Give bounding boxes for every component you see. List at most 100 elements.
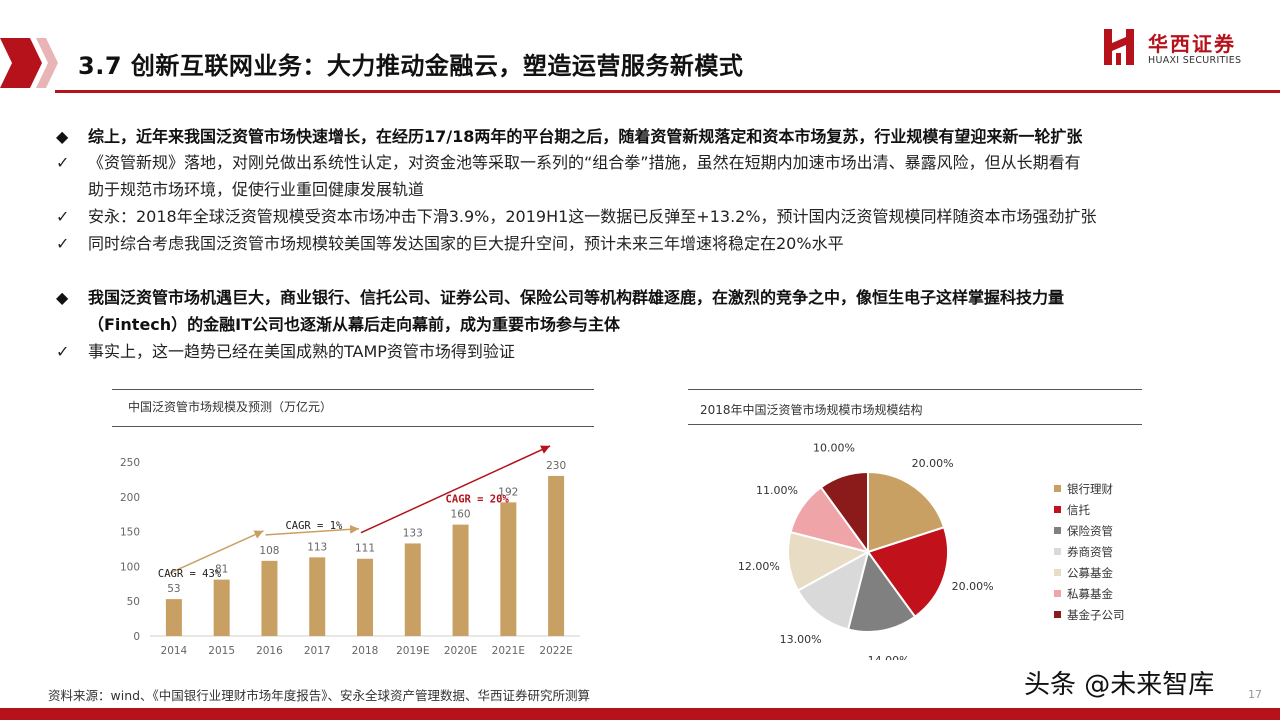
check-bullet-icon: ✓ xyxy=(56,153,70,172)
pie-slice xyxy=(867,470,946,554)
y-tick-label: 250 xyxy=(120,457,140,469)
check-bullet-icon: ✓ xyxy=(56,207,70,226)
pie-slice-label: 20.00% xyxy=(952,580,994,593)
pie-slice-label: 11.00% xyxy=(756,484,798,497)
page-number: 17 xyxy=(1248,688,1262,701)
pie-chart-title: 2018年中国泛资管市场规模市场规模结构 xyxy=(700,403,923,417)
footer-bar xyxy=(0,708,1280,720)
bullet-text: 同时综合考虑我国泛资管市场规模较美国等发达国家的巨大提升空间，预计未来三年增速将… xyxy=(88,234,844,253)
bar xyxy=(404,543,421,636)
pie-slice-label: 13.00% xyxy=(780,633,822,646)
pie-legend-item: 基金子公司 xyxy=(1054,607,1125,623)
bar xyxy=(309,557,326,636)
bar-data-label: 230 xyxy=(546,460,566,472)
pie-legend-item: 私募基金 xyxy=(1054,586,1113,602)
legend-swatch xyxy=(1054,590,1061,597)
bullet-text: 事实上，这一趋势已经在美国成熟的TAMP资管市场得到验证 xyxy=(88,342,515,361)
legend-swatch xyxy=(1054,485,1061,492)
bullet-text: （Fintech）的金融IT公司也逐渐从幕后走向幕前，成为重要市场参与主体 xyxy=(88,315,621,334)
x-tick-label: 2022E xyxy=(539,645,572,657)
page-title: 3.7 创新互联网业务：大力推动金融云，塑造运营服务新模式 xyxy=(78,52,744,80)
cagr-arrow xyxy=(265,524,360,536)
x-tick-label: 2015 xyxy=(208,645,235,657)
cagr-arrow xyxy=(169,530,264,574)
bullet-text: 我国泛资管市场机遇巨大，商业银行、信托公司、证券公司、保险公司等机构群雄逐鹿，在… xyxy=(88,288,1065,307)
bar-chart-top-rule xyxy=(112,389,594,390)
pie-chart: 20.00% 20.00% 14.00% 13.00% 12.00% 11.00% 10.0… xyxy=(738,441,994,660)
logo-text-cn: 华西证券 xyxy=(1148,32,1236,56)
bar-data-label: 133 xyxy=(403,527,423,539)
x-tick-label: 2016 xyxy=(256,645,283,657)
x-tick-label: 2018 xyxy=(352,645,379,657)
legend-label: 券商资管 xyxy=(1067,545,1113,559)
pie-legend-item: 信托 xyxy=(1054,502,1090,518)
bar-chart: 0 50 100 150 200 250 53 2014 81 2015 108 2016 113 201… xyxy=(120,445,580,657)
check-bullet-icon: ✓ xyxy=(56,234,70,253)
header-decoration xyxy=(0,38,58,88)
diamond-bullet-icon: ◆ xyxy=(56,288,69,307)
x-tick-label: 2017 xyxy=(304,645,331,657)
legend-label: 私募基金 xyxy=(1067,587,1113,601)
pie-chart-top-rule xyxy=(688,389,1142,390)
pie-legend-item: 公募基金 xyxy=(1054,565,1113,581)
bar-data-label: 53 xyxy=(167,583,180,595)
x-tick-label: 2014 xyxy=(161,645,188,657)
pie-legend-item: 券商资管 xyxy=(1054,544,1113,560)
bar xyxy=(452,524,469,636)
bar-data-label: 113 xyxy=(307,541,327,553)
bar-data-label: 192 xyxy=(498,486,518,498)
cagr-label: CAGR = 20% xyxy=(446,494,510,506)
cagr-label: CAGR = 43% xyxy=(158,568,222,580)
diamond-bullet-icon: ◆ xyxy=(56,127,69,146)
bar-data-label: 108 xyxy=(259,545,279,557)
watermark: 头条 @未来智库 xyxy=(1024,670,1215,700)
legend-label: 银行理财 xyxy=(1067,482,1113,496)
legend-label: 信托 xyxy=(1067,503,1090,517)
y-tick-label: 100 xyxy=(120,561,140,573)
y-tick-label: 50 xyxy=(127,596,140,608)
bullet-text: 《资管新规》落地，对刚兑做出系统性认定，对资金池等采取一系列的“组合拳”措施，虽… xyxy=(88,153,1081,172)
y-tick-label: 150 xyxy=(120,527,140,539)
bar-chart-title-rule xyxy=(112,426,594,427)
pie-legend-item: 银行理财 xyxy=(1054,481,1113,497)
pie-slice xyxy=(819,470,869,556)
pie-slice-label: 10.00% xyxy=(813,441,855,454)
bar-data-label: 111 xyxy=(355,543,375,555)
legend-swatch xyxy=(1054,506,1061,513)
x-tick-label: 2020E xyxy=(444,645,477,657)
bar xyxy=(261,560,278,636)
cagr-arrow xyxy=(360,445,551,534)
x-tick-label: 2019E xyxy=(396,645,429,657)
bullet-text: 安永：2018年全球泛资管规模受资本市场冲击下滑3.9%，2019H1这一数据已… xyxy=(88,207,1097,226)
bar xyxy=(357,558,373,636)
pie-chart-title-rule xyxy=(688,424,1142,425)
bar xyxy=(548,475,565,636)
pie-slice-label: 12.00% xyxy=(738,560,780,573)
header-rule xyxy=(55,90,1280,93)
y-tick-label: 200 xyxy=(120,492,140,504)
legend-label: 公募基金 xyxy=(1067,566,1113,580)
pie-slice-label: 20.00% xyxy=(912,457,954,470)
bar-chart-title: 中国泛资管市场规模及预测（万亿元） xyxy=(128,400,333,414)
pie-slice xyxy=(796,550,870,631)
cagr-label: CAGR = 1% xyxy=(285,520,343,532)
pie-slice xyxy=(866,526,949,619)
legend-label: 基金子公司 xyxy=(1067,608,1125,622)
bar xyxy=(500,502,517,636)
legend-swatch xyxy=(1054,569,1061,576)
legend-label: 保险资管 xyxy=(1067,524,1113,538)
bar-data-label: 160 xyxy=(451,509,471,521)
pie-slice-label: 14.00% xyxy=(868,654,910,660)
company-logo: 华西证券 HUAXI SECURITIES xyxy=(1102,26,1272,70)
legend-swatch xyxy=(1054,527,1061,534)
pie-slice xyxy=(787,530,871,592)
legend-swatch xyxy=(1054,548,1061,555)
source-note: 资料来源：wind、《中国银行业理财市场年度报告》、安永全球资产管理数据、华西证… xyxy=(48,688,591,703)
bar xyxy=(165,599,182,636)
y-tick-label: 0 xyxy=(133,631,140,643)
logo-text-en: HUAXI SECURITIES xyxy=(1148,55,1242,66)
logo-mark-icon xyxy=(1104,29,1134,65)
bullet-text: 助于规范市场环境，促使行业重回健康发展轨道 xyxy=(88,180,425,199)
check-bullet-icon: ✓ xyxy=(56,342,70,361)
x-tick-label: 2021E xyxy=(492,645,525,657)
